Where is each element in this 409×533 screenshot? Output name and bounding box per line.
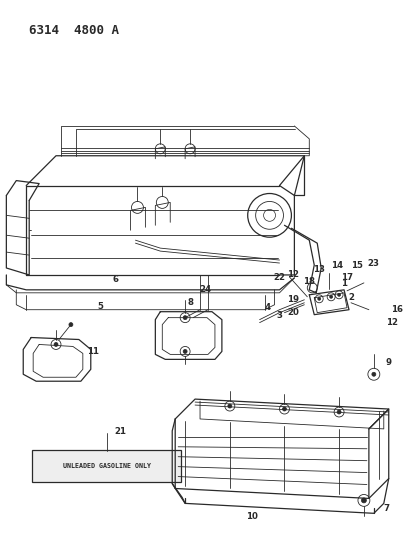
Text: 2: 2 (347, 293, 353, 302)
Text: 10: 10 (245, 512, 257, 521)
Circle shape (336, 410, 340, 414)
Text: 6: 6 (112, 276, 118, 285)
Text: 8: 8 (187, 298, 193, 307)
Text: 7: 7 (383, 504, 389, 513)
Circle shape (69, 322, 73, 327)
Circle shape (183, 316, 187, 320)
FancyBboxPatch shape (32, 450, 181, 481)
Text: 16: 16 (390, 305, 402, 314)
Circle shape (371, 372, 375, 376)
Circle shape (317, 297, 320, 300)
Circle shape (337, 293, 340, 296)
Text: 17: 17 (340, 273, 352, 282)
Text: 21: 21 (114, 427, 126, 437)
Text: 15: 15 (350, 261, 362, 270)
Text: 11: 11 (87, 347, 99, 356)
Text: 19: 19 (287, 295, 299, 304)
Circle shape (227, 404, 231, 408)
Text: 12: 12 (287, 270, 299, 279)
Text: 24: 24 (198, 285, 211, 294)
Text: 18: 18 (303, 277, 315, 286)
Circle shape (183, 350, 187, 353)
Text: 3: 3 (276, 311, 282, 320)
Circle shape (54, 343, 58, 346)
Text: 14: 14 (330, 261, 342, 270)
Text: 6314  4800 A: 6314 4800 A (29, 23, 119, 37)
Text: 4: 4 (264, 303, 270, 312)
Text: 23: 23 (367, 259, 379, 268)
Circle shape (282, 407, 286, 411)
Circle shape (329, 295, 332, 298)
Text: 13: 13 (312, 265, 324, 274)
Text: 9: 9 (385, 358, 391, 367)
Text: UNLEADED GASOLINE ONLY: UNLEADED GASOLINE ONLY (63, 463, 150, 469)
Text: 20: 20 (287, 308, 299, 317)
Text: 22: 22 (273, 273, 285, 282)
Text: 5: 5 (97, 302, 103, 311)
Text: 1: 1 (340, 279, 346, 288)
Text: 12: 12 (385, 318, 397, 327)
Circle shape (361, 498, 366, 503)
